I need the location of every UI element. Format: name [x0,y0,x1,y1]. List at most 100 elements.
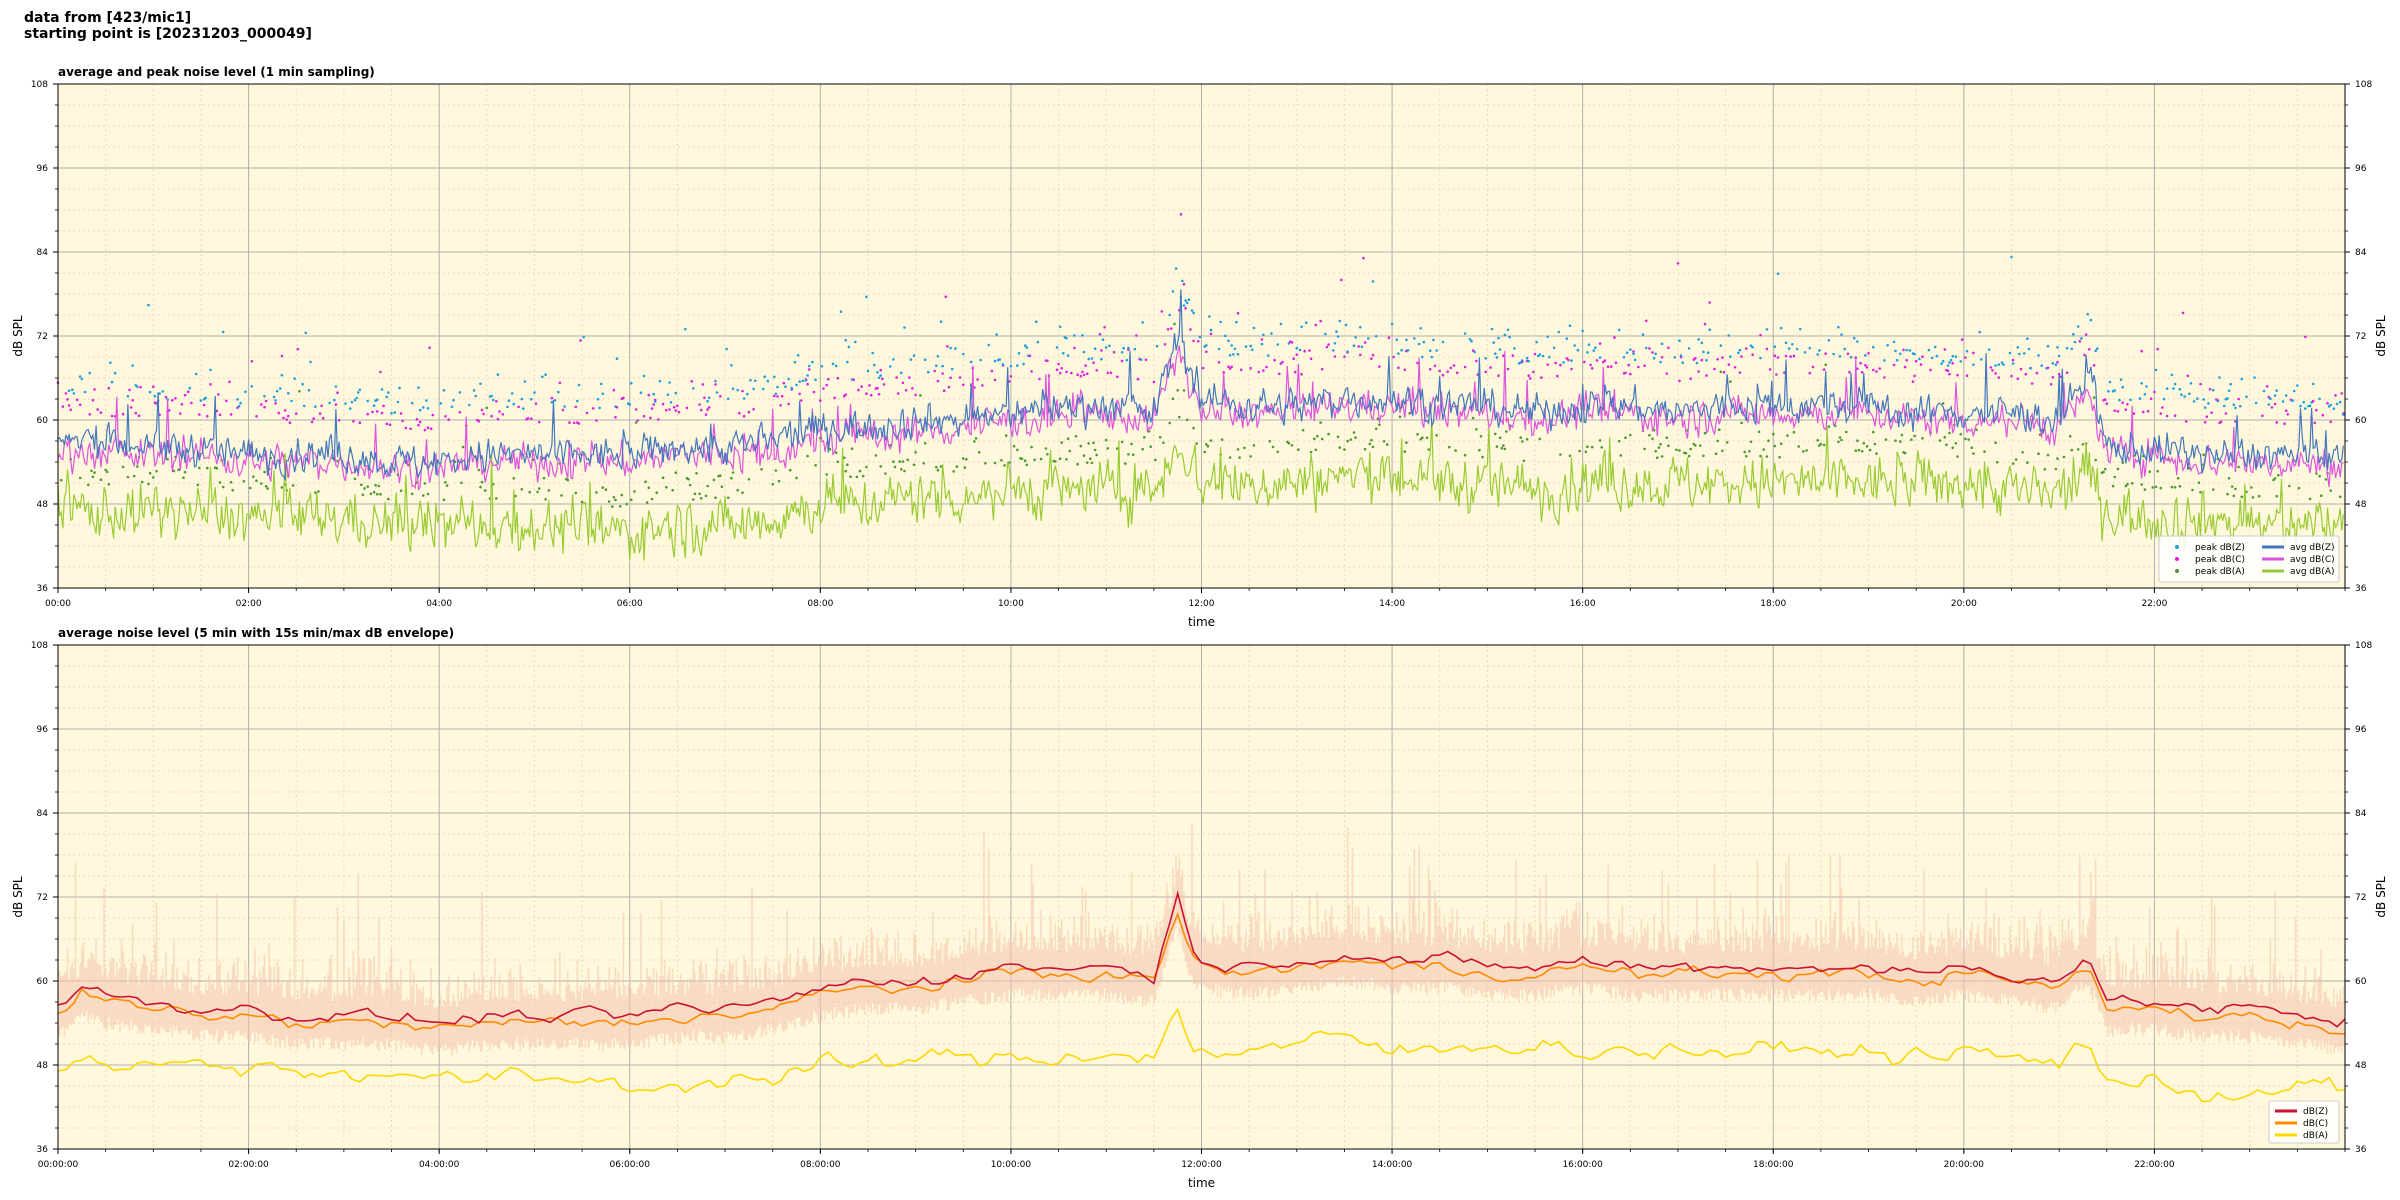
peak-point [2292,389,2296,393]
peak-point [1392,355,1395,359]
peak-point [1494,352,1497,356]
peak-point [530,397,533,401]
peak-point [139,386,142,389]
peak-point [1875,370,1878,373]
peak-point [1421,436,1424,440]
peak-point [2226,492,2229,496]
peak-point [1632,350,1635,353]
peak-point [132,474,136,478]
x-tick-label: 14:00 [1379,599,1405,609]
peak-point [1644,319,1648,323]
x-tick-label: 06:00 [617,599,643,609]
peak-point [1929,368,1932,372]
peak-point [307,388,311,392]
peak-point [1808,346,1812,350]
y-tick-label-right: 72 [2355,893,2366,903]
peak-point [495,497,498,500]
peak-point [485,406,489,410]
peak-point [460,481,463,485]
peak-point [2332,407,2336,411]
peak-point [1956,455,1959,458]
peak-point [1840,438,1843,442]
peak-point [396,400,400,404]
peak-point [1203,450,1206,454]
peak-point [911,387,914,390]
peak-point [1919,363,1923,366]
y-tick-label-right: 108 [2355,80,2372,90]
peak-point [1197,340,1200,343]
peak-point [1276,343,1279,346]
peak-point [2211,388,2215,392]
peak-point [444,481,447,484]
peak-point [900,468,903,471]
peak-point [2340,392,2344,395]
x-tick-label: 18:00:00 [1753,1160,1794,1170]
peak-point [2103,398,2107,401]
peak-point [1827,425,1831,428]
peak-point [2304,407,2307,410]
peak-point [692,387,695,390]
peak-point [1087,442,1090,445]
peak-point [973,440,976,443]
peak-point [752,408,755,411]
peak-point [914,393,917,397]
peak-point [1848,370,1851,374]
peak-point [2159,486,2163,490]
peak-point [379,492,382,496]
peak-point [1529,377,1532,380]
peak-point [147,303,150,307]
peak-point [96,408,99,411]
peak-point [409,427,412,431]
peak-point [1390,322,1394,326]
peak-point [698,492,701,496]
peak-point [1540,376,1543,379]
peak-point [622,396,625,400]
peak-point [237,404,241,408]
peak-point [1449,366,1453,370]
peak-point [642,374,646,378]
peak-point [1622,355,1626,359]
peak-point [1994,441,1997,445]
peak-point [198,466,201,470]
peak-point [1587,343,1591,347]
peak-point [520,397,524,401]
peak-point [2046,453,2050,457]
peak-point [1171,290,1175,293]
peak-point [1875,452,1878,455]
peak-point [1408,412,1411,415]
peak-point [763,375,766,379]
peak-point [871,351,874,355]
y-tick-label-left: 108 [31,80,48,90]
peak-point [1217,347,1221,351]
peak-point [2043,468,2047,471]
peak-point [1997,376,2001,379]
peak-point [1168,313,1171,317]
peak-point [174,397,177,400]
peak-point [665,486,668,489]
peak-point [1116,375,1119,379]
peak-point [1441,373,1445,377]
peak-point [1020,457,1024,461]
peak-point [1141,321,1144,324]
peak-point [819,399,822,402]
peak-point [534,402,538,405]
peak-point [1614,361,1618,365]
peak-point [1721,449,1724,453]
peak-point [1773,354,1777,358]
peak-point [1921,355,1924,359]
peak-point [1227,365,1230,369]
peak-point [1689,377,1692,381]
peak-point [1941,359,1945,363]
peak-point [1818,444,1821,447]
peak-point [221,485,225,489]
x-tick-label: 16:00 [1570,599,1596,609]
peak-point [490,414,493,418]
peak-point [668,408,671,411]
peak-point [1382,440,1386,443]
peak-point [1416,361,1419,365]
series-line-avg-a [57,1007,2346,1103]
peak-point [2010,374,2013,378]
peak-point [2192,400,2196,403]
peak-point [1965,374,1969,378]
peak-point [1838,436,1842,439]
